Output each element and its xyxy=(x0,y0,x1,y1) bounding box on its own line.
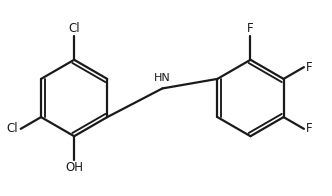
Text: F: F xyxy=(306,122,313,135)
Text: F: F xyxy=(306,61,313,74)
Text: HN: HN xyxy=(154,73,171,83)
Text: Cl: Cl xyxy=(68,22,80,35)
Text: Cl: Cl xyxy=(6,122,18,135)
Text: F: F xyxy=(247,22,254,35)
Text: OH: OH xyxy=(65,161,83,174)
